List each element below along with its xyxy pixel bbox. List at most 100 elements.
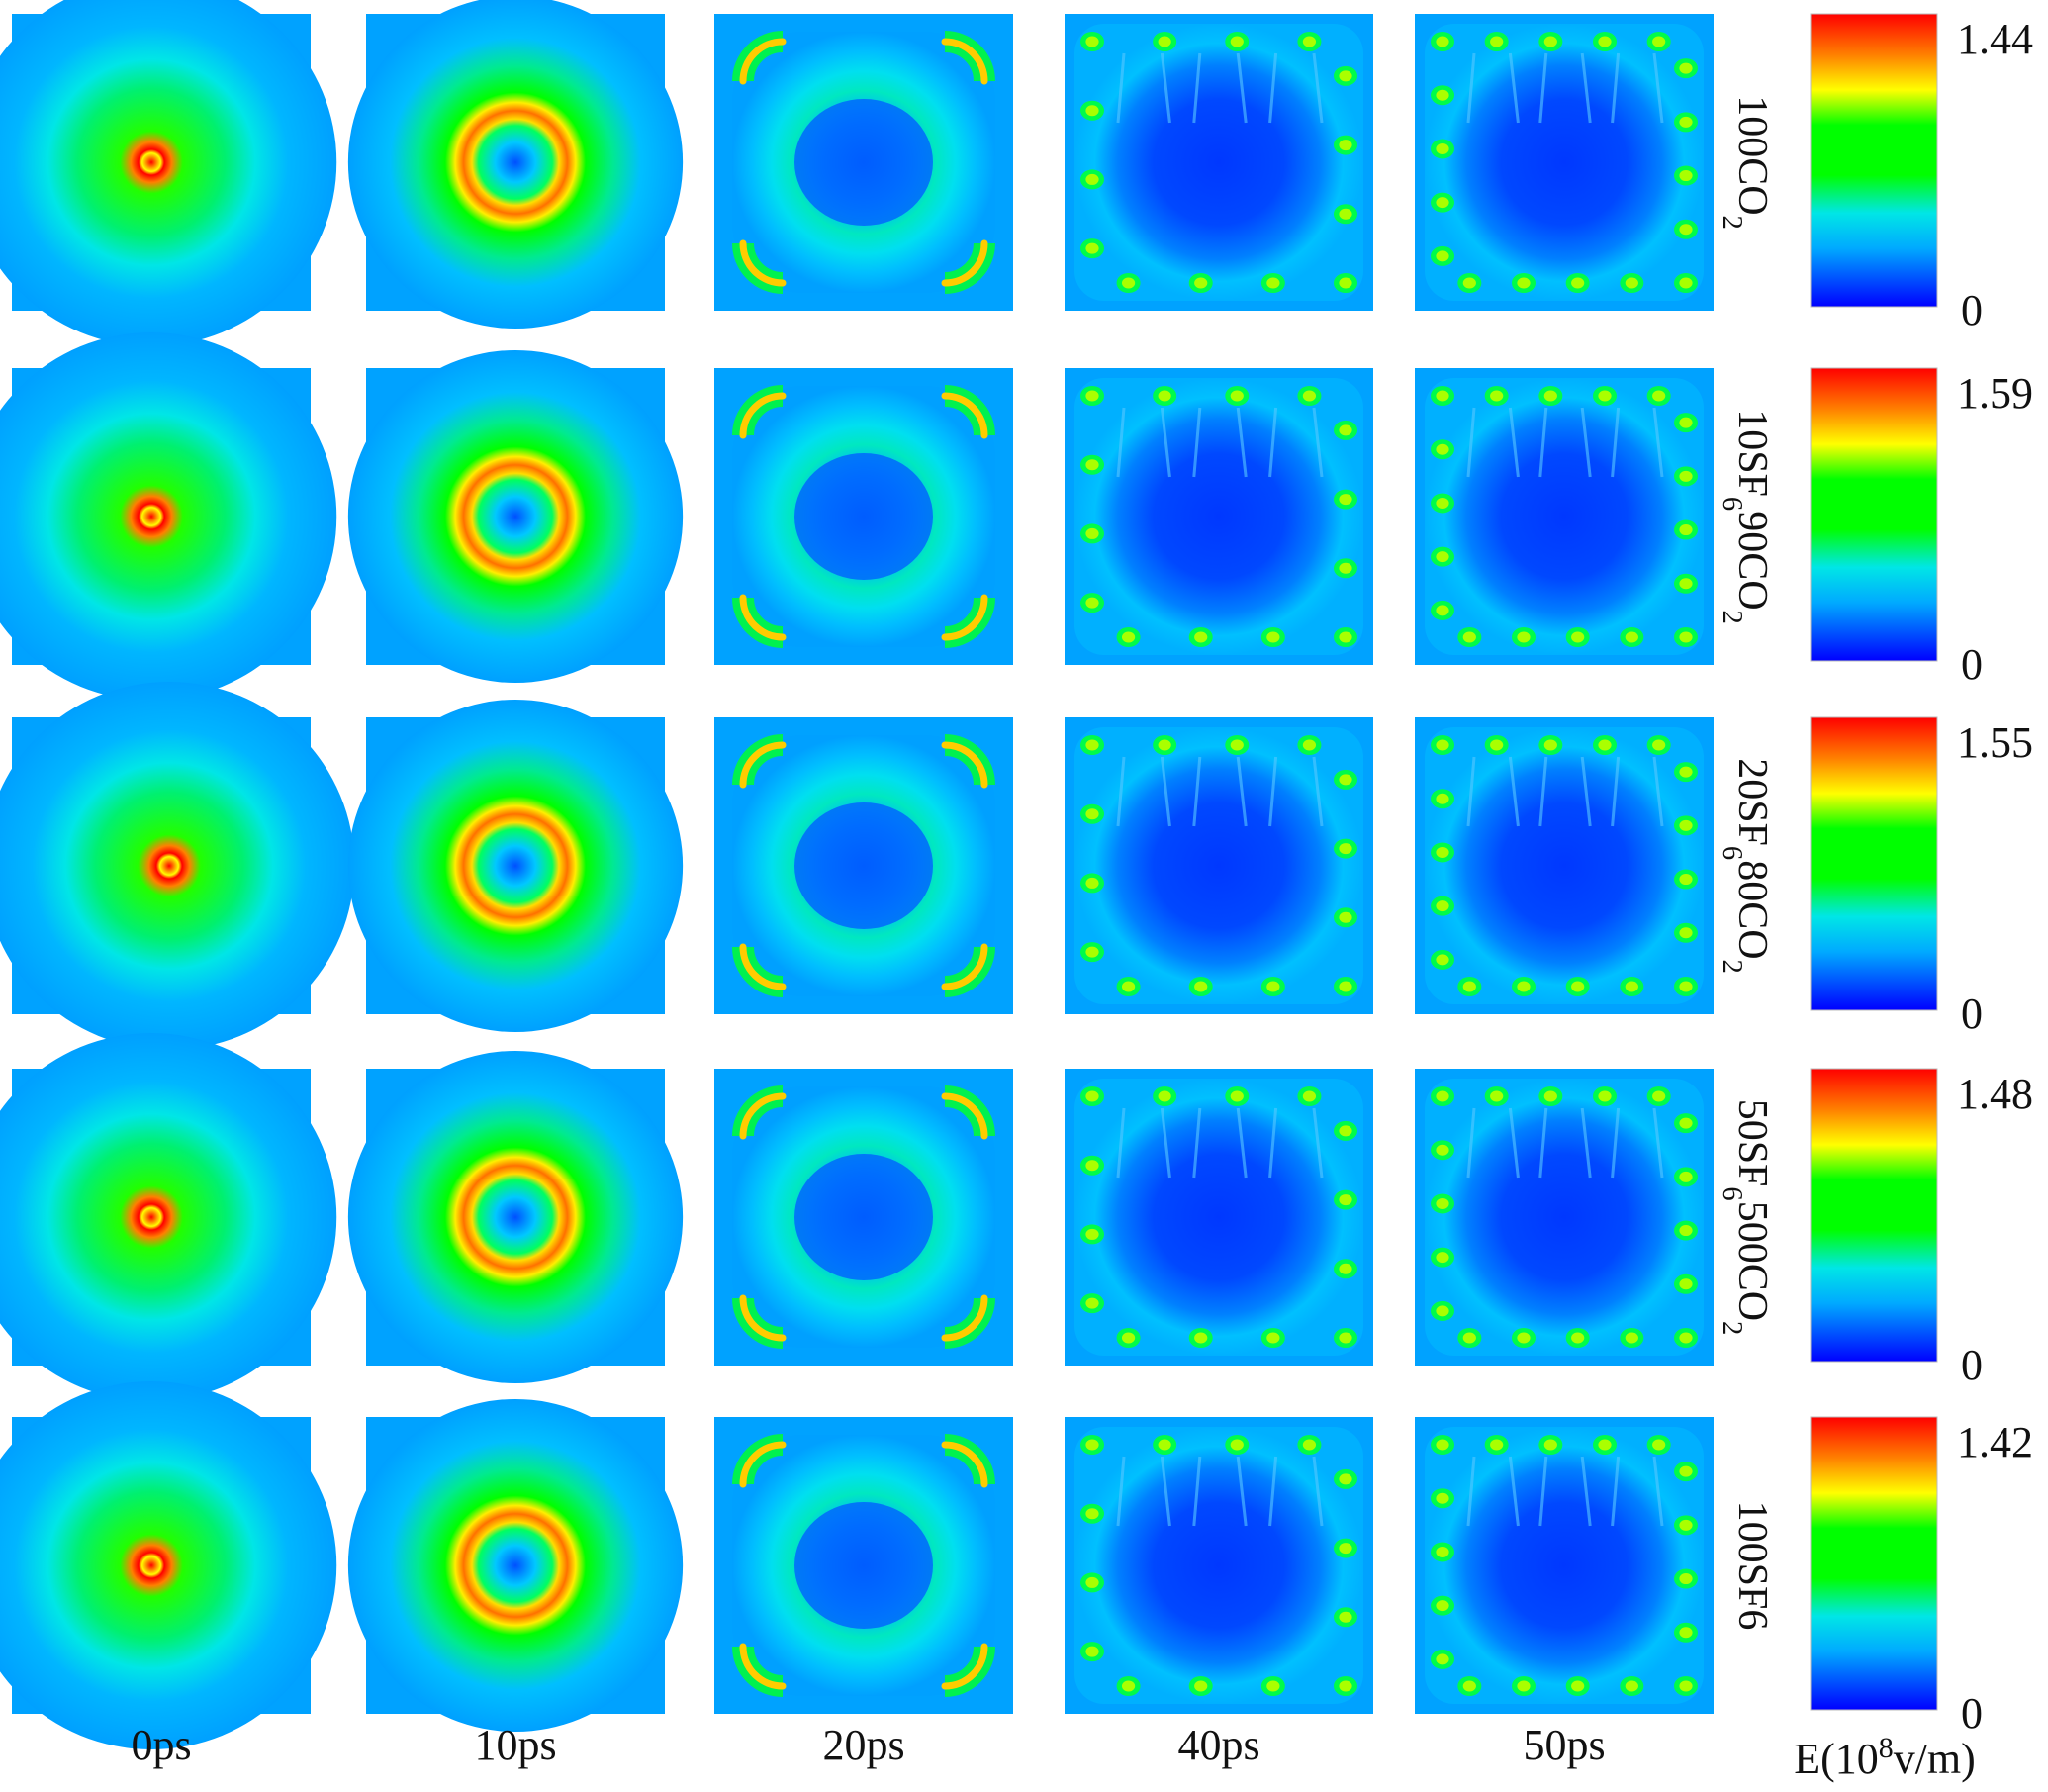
- hotspot-11: [1565, 1676, 1590, 1696]
- hotspot-3: [1297, 386, 1322, 406]
- field-body: [1074, 24, 1363, 301]
- hotspot-8: [1674, 1273, 1698, 1294]
- hotspot-0: [1431, 386, 1454, 406]
- hotspot-7: [1334, 627, 1357, 647]
- corner-arc-1: [941, 392, 988, 439]
- streamer-2: [1192, 756, 1202, 827]
- streamer-0: [1116, 52, 1126, 124]
- field-ring: [347, 350, 684, 683]
- hotspot-4: [1334, 769, 1357, 790]
- streamer-0: [1116, 756, 1126, 827]
- row-label-4-part-0: 50SF: [1729, 1099, 1775, 1187]
- hotspot-15: [1431, 546, 1454, 567]
- hotspot-9: [1674, 273, 1698, 293]
- colorbar-gradient: [1810, 367, 1938, 662]
- hotspot-6: [1334, 1259, 1357, 1279]
- streamer-2: [1538, 1107, 1548, 1179]
- field-core: [0, 682, 355, 1050]
- colorbar-max-label: 1.48: [1957, 1070, 2033, 1118]
- streamer-3: [1580, 1107, 1592, 1179]
- streamer-1: [1160, 1456, 1171, 1527]
- panel-r2-10ps: [347, 350, 684, 683]
- hotspot-9: [1188, 977, 1213, 996]
- hotspot-12: [1512, 1676, 1536, 1696]
- panel-r3-0ps: [0, 682, 355, 1050]
- colorbar-gradient: [1810, 1068, 1938, 1363]
- time-label-50ps: 50ps: [1523, 1721, 1605, 1769]
- hotspot-0: [1080, 735, 1104, 755]
- hotspot-9: [1674, 1676, 1698, 1696]
- time-label-10ps: 10ps: [474, 1721, 556, 1769]
- hotspot-12: [1512, 627, 1536, 647]
- panel-r2-40ps: [1065, 368, 1373, 665]
- field-body: [1425, 378, 1704, 655]
- streamer-1: [1508, 1107, 1520, 1179]
- streamer-4: [1611, 756, 1621, 827]
- streamer-2: [1192, 52, 1202, 124]
- hotspot-3: [1297, 1086, 1322, 1106]
- hotspot-7: [1674, 165, 1698, 186]
- field-core: [0, 1381, 337, 1749]
- hotspot-10: [1116, 1676, 1141, 1696]
- hotspot-1: [1484, 1435, 1509, 1455]
- panel-r3-20ps: [714, 717, 1013, 1014]
- hotspot-4: [1334, 1468, 1357, 1489]
- hotspot-12: [1512, 1328, 1536, 1348]
- colorbar-max-label: 1.55: [1957, 718, 2033, 767]
- hotspot-9: [1188, 1676, 1213, 1696]
- hotspot-4: [1646, 1086, 1671, 1106]
- hotspot-12: [1080, 873, 1104, 894]
- streamer-4: [1268, 756, 1278, 827]
- streamer-3: [1236, 756, 1248, 827]
- hotspot-10: [1620, 1328, 1644, 1348]
- hotspot-11: [1080, 593, 1104, 613]
- hotspot-17: [1431, 1140, 1454, 1161]
- hotspot-11: [1565, 273, 1590, 293]
- hotspot-12: [1080, 1224, 1104, 1245]
- hotspot-2: [1225, 735, 1250, 755]
- corner-arc-1: [941, 1441, 988, 1488]
- streamer-1: [1508, 756, 1520, 827]
- streamer-2: [1192, 407, 1202, 478]
- hotspot-3: [1593, 735, 1617, 755]
- hotspot-4: [1646, 735, 1671, 755]
- row-label-2-part-0: 10SF: [1729, 409, 1775, 497]
- hotspot-9: [1674, 1328, 1698, 1348]
- streamer-4: [1268, 52, 1278, 124]
- hotspot-1: [1153, 735, 1177, 755]
- row-label-2: 10SF690CO2: [1718, 409, 1776, 624]
- hotspot-4: [1646, 1435, 1671, 1455]
- hotspot-12: [1080, 169, 1104, 190]
- streamer-1: [1160, 407, 1171, 478]
- hotspot-14: [1431, 1300, 1454, 1321]
- hotspot-9: [1188, 1328, 1213, 1348]
- hotspot-17: [1431, 439, 1454, 460]
- field-ring: [347, 1051, 684, 1383]
- row-label-4-part-1: 6: [1718, 1186, 1748, 1200]
- hotspot-16: [1431, 1542, 1454, 1562]
- panel-r5-50ps: [1415, 1417, 1714, 1714]
- hotspot-16: [1431, 493, 1454, 514]
- panel-r1-40ps: [1065, 14, 1373, 311]
- hotspot-10: [1620, 627, 1644, 647]
- hotspot-0: [1431, 1086, 1454, 1106]
- hotspot-11: [1080, 1642, 1104, 1662]
- hotspot-0: [1431, 1435, 1454, 1455]
- streamer-2: [1192, 1456, 1202, 1527]
- hotspot-11: [1080, 1293, 1104, 1314]
- field-center: [794, 802, 933, 929]
- hotspot-13: [1080, 454, 1104, 475]
- streamer-4: [1268, 407, 1278, 478]
- hotspot-1: [1484, 32, 1509, 51]
- hotspot-5: [1674, 58, 1698, 79]
- hotspot-17: [1431, 85, 1454, 106]
- hotspot-6: [1334, 1607, 1357, 1628]
- colorbar-unit-label-part-1: 8: [1879, 1732, 1894, 1764]
- field-body: [1425, 24, 1704, 301]
- hotspot-8: [1260, 1328, 1285, 1348]
- hotspot-8: [1674, 573, 1698, 594]
- hotspot-1: [1153, 386, 1177, 406]
- field-ring: [347, 1399, 684, 1732]
- field-body: [1425, 1079, 1704, 1356]
